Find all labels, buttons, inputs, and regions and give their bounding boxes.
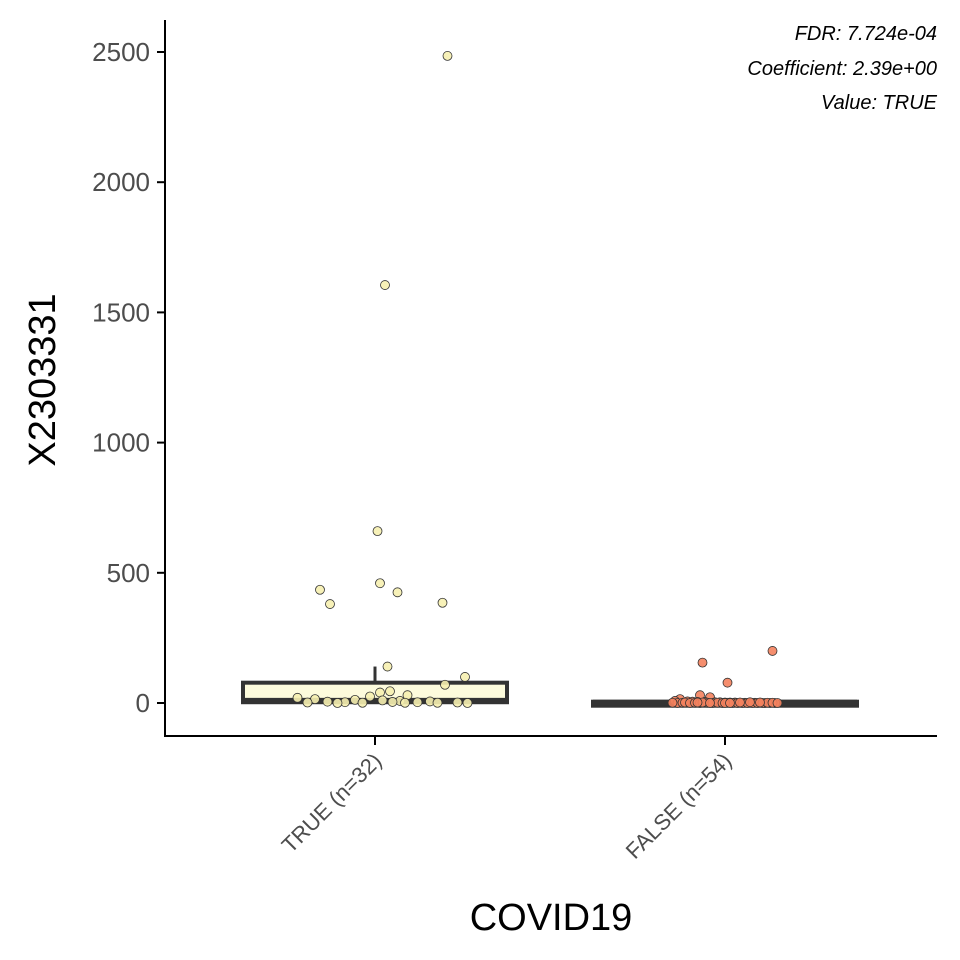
data-point [460,672,470,682]
data-point [767,646,778,656]
stats-annotations: FDR: 7.724e-04 Coefficient: 2.39e+00 Val… [747,23,937,114]
y-ticks: 0 500 1000 1500 2000 2500 [92,37,165,718]
data-point [380,280,390,290]
x-axis-title: COVID19 [470,897,633,939]
data-point [372,526,383,537]
data-point [735,697,745,708]
data-point [387,697,398,707]
data-point [462,698,473,708]
y-tick-label: 500 [107,558,150,588]
x-ticks: TRUE (n=32) FALSE (n=54) [277,737,737,864]
data-point [725,698,735,708]
data-point [667,697,678,708]
data-point [412,697,423,708]
data-point [440,679,450,690]
data-point [382,661,393,672]
data-point [375,578,385,589]
annotation-fdr: FDR: 7.724e-04 [795,23,937,45]
annotation-value: Value: TRUE [821,92,938,114]
data-point [692,697,703,708]
data-point [437,597,448,608]
y-tick-label: 2000 [92,167,150,197]
data-point [315,584,325,595]
x-tick-label: TRUE (n=32) [277,748,387,858]
plot-area [241,51,859,708]
axes [164,20,937,737]
data-point [452,697,463,708]
data-point [697,657,708,668]
data-point [705,698,715,708]
data-point [722,677,733,688]
data-point [745,697,755,708]
data-point [385,686,395,697]
annotation-coefficient: Coefficient: 2.39e+00 [747,58,937,80]
y-tick-label: 1000 [92,428,150,458]
data-point [377,695,388,706]
data-point [325,599,335,609]
data-point [400,697,410,708]
x-tick-label: FALSE (n=54) [621,748,737,864]
y-tick-label: 2500 [92,37,150,67]
data-point [442,51,453,61]
data-point [302,697,313,708]
data-point [332,698,343,708]
data-point [322,696,333,707]
y-tick-label: 1500 [92,297,150,327]
y-tick-label: 0 [136,688,150,718]
data-point [292,692,303,703]
data-point [365,691,375,702]
y-axis-title: X2303331 [22,293,64,466]
data-point [392,587,403,598]
data-point [357,697,368,708]
data-point [772,698,783,708]
data-point [755,697,765,708]
data-point [432,697,443,708]
